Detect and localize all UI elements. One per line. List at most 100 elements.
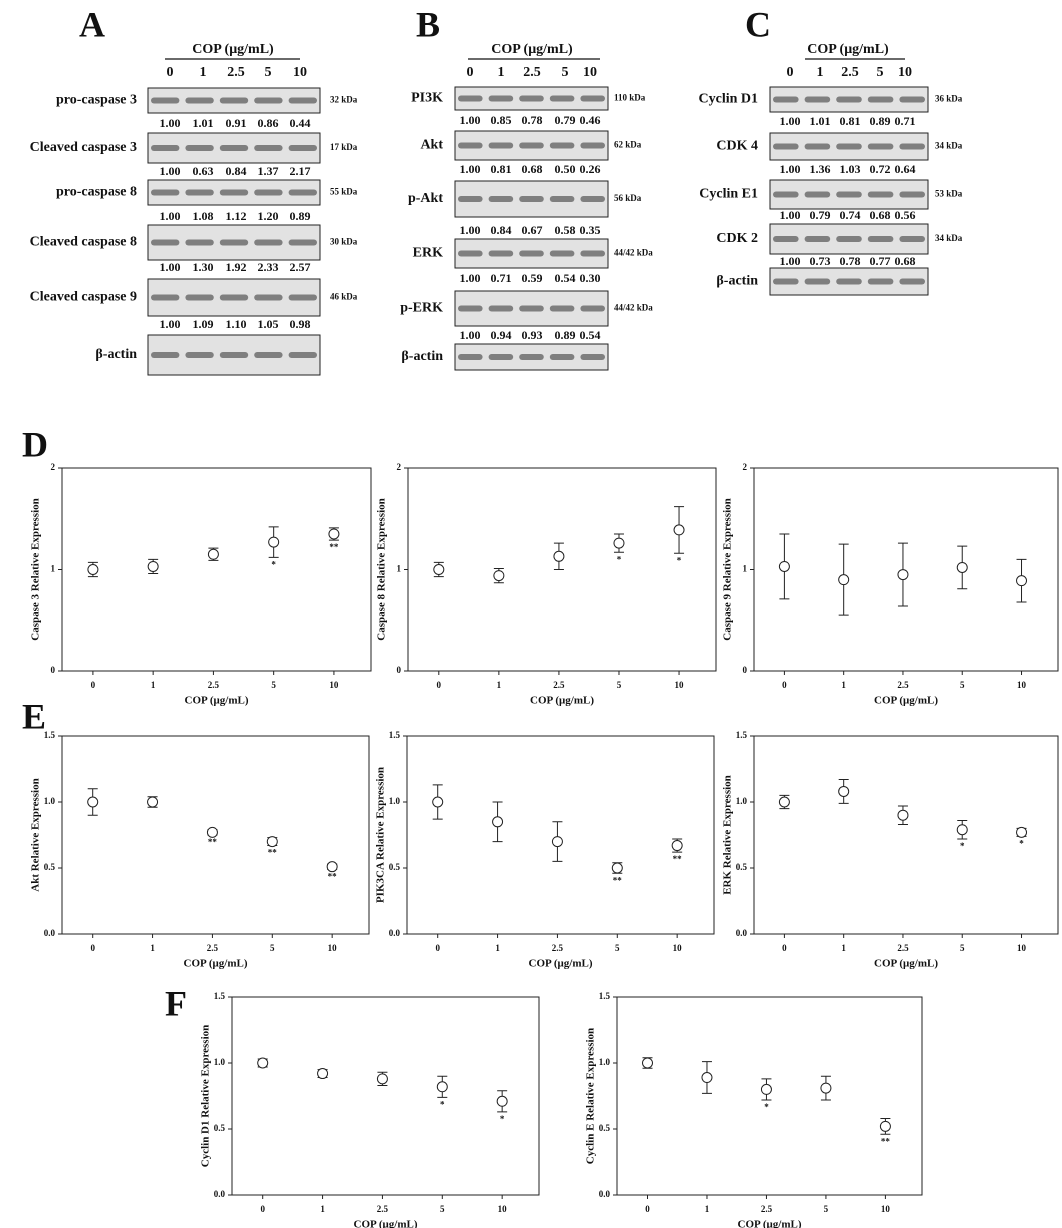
significance-mark: * [500,1114,505,1124]
quant-value: 1.00 [780,208,801,222]
y-tick-label: 2 [743,462,748,472]
band [458,196,483,202]
band [868,192,894,198]
protein-label: CDK 4 [716,139,758,154]
x-tick-label: 2.5 [552,943,564,953]
quant-value: 0.84 [491,223,512,237]
y-tick-label: 0 [51,665,56,675]
x-axis-label: COP (μg/mL) [738,1219,802,1228]
kda-label: 55 kDa [330,187,358,197]
panel-label: C [745,4,771,44]
data-point [148,797,158,807]
data-point [437,1082,447,1092]
quant-value: 2.17 [290,164,311,178]
data-point [433,797,443,807]
quant-value: 1.20 [258,209,279,223]
y-tick-label: 0.0 [214,1189,226,1199]
x-tick-label: 1 [841,943,846,953]
band [836,279,862,285]
quant-value: 1.36 [810,162,831,176]
band [580,143,605,149]
quant-value: 0.78 [522,113,543,127]
data-point [779,561,789,571]
x-tick-label: 0 [437,680,442,690]
dose-label: 0 [787,65,794,80]
band [868,236,894,242]
x-tick-label: 10 [498,1204,508,1214]
dose-label: 1 [817,65,824,80]
data-point [898,810,908,820]
band [773,97,799,103]
kda-label: 36 kDa [935,94,963,104]
band [580,306,605,312]
band [805,144,831,150]
significance-mark: * [271,559,276,569]
kda-label: 44/42 kDa [614,248,653,258]
kda-label: 34 kDa [935,141,963,151]
x-tick-label: 2.5 [377,1204,389,1214]
plot-frame [407,736,714,934]
quant-value: 0.81 [840,114,861,128]
plot-frame [617,997,922,1195]
x-tick-label: 10 [881,1204,891,1214]
quant-value: 1.08 [193,209,214,223]
protein-label: Cleaved caspase 8 [30,235,137,250]
quant-value: 0.67 [522,223,543,237]
x-tick-label: 0 [782,943,787,953]
y-tick-label: 1.0 [389,796,401,806]
protein-label: β-actin [716,274,758,289]
band [899,97,925,103]
band [289,190,317,196]
quant-value: 0.85 [491,113,512,127]
dose-label: 1 [498,65,505,80]
data-point [612,863,622,873]
data-point [672,841,682,851]
band [580,96,605,102]
band [550,251,575,257]
x-tick-label: 1 [151,680,156,690]
kda-label: 56 kDa [614,193,642,203]
x-tick-label: 2.5 [761,1204,773,1214]
band [519,354,544,360]
y-tick-label: 1.0 [599,1057,611,1067]
significance-mark: ** [673,854,683,864]
x-tick-label: 1 [705,1204,710,1214]
quant-value: 1.00 [160,116,181,130]
y-axis-label: Akt Relative Expression [30,778,42,891]
figure: ACOP (μg/mL)012.5510pro-caspase 332 kDa1… [0,0,1062,1228]
y-tick-label: 0 [397,665,402,675]
dose-label: 0 [467,65,474,80]
band [151,240,179,246]
band [458,306,483,312]
x-tick-label: 0 [782,680,787,690]
x-tick-label: 10 [1017,680,1027,690]
data-point [614,538,624,548]
x-tick-label: 5 [824,1204,829,1214]
quant-value: 1.00 [780,114,801,128]
quant-value: 0.91 [226,116,247,130]
band [836,192,862,198]
data-point [258,1058,268,1068]
band [185,295,213,301]
kda-label: 110 kDa [614,93,646,103]
dose-label: 5 [265,65,272,80]
data-point [552,837,562,847]
x-tick-label: 1 [150,943,155,953]
band [489,354,514,360]
protein-label: Cyclin E1 [699,187,758,202]
protein-label: pro-caspase 3 [56,93,137,108]
quant-value: 0.89 [555,328,576,342]
band [151,295,179,301]
band [489,306,514,312]
data-point [1017,576,1027,586]
data-point [898,570,908,580]
data-point [702,1073,712,1083]
quant-value: 0.68 [895,254,916,268]
data-point [957,562,967,572]
y-tick-label: 0.5 [736,862,748,872]
quant-value: 1.01 [193,116,214,130]
y-tick-label: 0.0 [389,928,401,938]
data-point [88,565,98,575]
significance-mark: ** [329,542,339,552]
kda-label: 62 kDa [614,140,642,150]
